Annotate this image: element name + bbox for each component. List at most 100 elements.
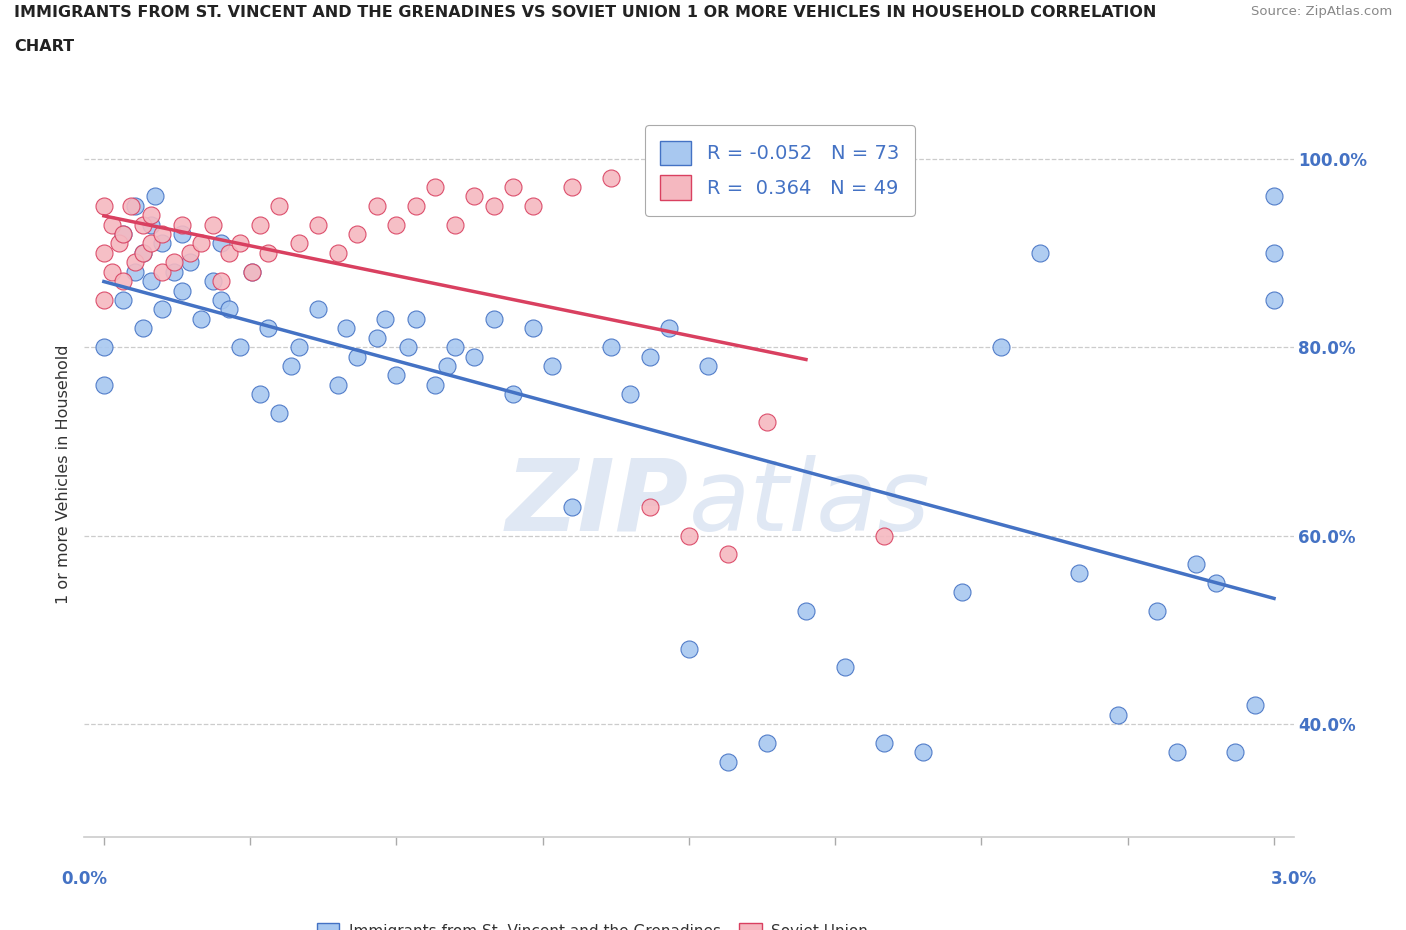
Point bbox=[100, 264, 122, 279]
Point bbox=[150, 302, 173, 317]
Point bbox=[425, 179, 447, 194]
Point bbox=[229, 339, 252, 354]
Point bbox=[755, 736, 778, 751]
Point bbox=[132, 218, 155, 232]
Point bbox=[396, 339, 419, 354]
Point bbox=[209, 293, 232, 308]
Point bbox=[1067, 565, 1090, 580]
Y-axis label: 1 or more Vehicles in Household: 1 or more Vehicles in Household bbox=[56, 344, 72, 604]
Point bbox=[229, 236, 252, 251]
Point bbox=[502, 387, 524, 402]
Text: ZIP: ZIP bbox=[506, 455, 689, 551]
Point bbox=[794, 198, 817, 213]
Point bbox=[385, 218, 408, 232]
Point bbox=[170, 227, 193, 242]
Point bbox=[1185, 556, 1208, 571]
Point bbox=[170, 283, 193, 298]
Point bbox=[619, 387, 641, 402]
Point bbox=[150, 227, 173, 242]
Text: IMMIGRANTS FROM ST. VINCENT AND THE GRENADINES VS SOVIET UNION 1 OR MORE VEHICLE: IMMIGRANTS FROM ST. VINCENT AND THE GREN… bbox=[14, 5, 1156, 20]
Point bbox=[139, 273, 162, 288]
Point bbox=[139, 218, 162, 232]
Point bbox=[990, 339, 1012, 354]
Point bbox=[93, 339, 115, 354]
Point bbox=[346, 227, 368, 242]
Point bbox=[100, 218, 122, 232]
Point bbox=[755, 415, 778, 430]
Point bbox=[1243, 698, 1265, 712]
Point bbox=[1263, 189, 1285, 204]
Text: Source: ZipAtlas.com: Source: ZipAtlas.com bbox=[1251, 5, 1392, 18]
Point bbox=[288, 236, 311, 251]
Point bbox=[1146, 604, 1168, 618]
Point bbox=[163, 264, 186, 279]
Point bbox=[139, 236, 162, 251]
Point bbox=[93, 198, 115, 213]
Point bbox=[202, 273, 225, 288]
Point bbox=[209, 273, 232, 288]
Point bbox=[120, 198, 142, 213]
Point bbox=[269, 198, 291, 213]
Point bbox=[1205, 575, 1227, 590]
Point bbox=[326, 378, 349, 392]
Point bbox=[108, 236, 131, 251]
Point bbox=[240, 264, 263, 279]
Point bbox=[190, 312, 212, 326]
Point bbox=[256, 246, 278, 260]
Point bbox=[444, 218, 467, 232]
Point bbox=[502, 179, 524, 194]
Point bbox=[405, 198, 427, 213]
Point bbox=[139, 207, 162, 222]
Point bbox=[561, 179, 583, 194]
Point bbox=[163, 255, 186, 270]
Point bbox=[541, 359, 564, 374]
Point bbox=[717, 547, 740, 562]
Text: 3.0%: 3.0% bbox=[1271, 870, 1316, 887]
Point bbox=[132, 246, 155, 260]
Point bbox=[463, 189, 485, 204]
Point bbox=[482, 312, 505, 326]
Point bbox=[209, 236, 232, 251]
Point bbox=[638, 349, 661, 364]
Point bbox=[678, 528, 700, 543]
Point bbox=[346, 349, 368, 364]
Point bbox=[911, 745, 934, 760]
Point bbox=[1107, 707, 1129, 722]
Text: CHART: CHART bbox=[14, 39, 75, 54]
Point bbox=[150, 264, 173, 279]
Point bbox=[280, 359, 302, 374]
Point bbox=[522, 198, 544, 213]
Point bbox=[132, 321, 155, 336]
Point bbox=[482, 198, 505, 213]
Point bbox=[307, 218, 329, 232]
Point bbox=[374, 312, 396, 326]
Point bbox=[202, 218, 225, 232]
Point bbox=[112, 227, 135, 242]
Point bbox=[436, 359, 458, 374]
Point bbox=[405, 312, 427, 326]
Point bbox=[873, 736, 896, 751]
Point bbox=[561, 499, 583, 514]
Point bbox=[150, 236, 173, 251]
Point bbox=[366, 198, 388, 213]
Point bbox=[112, 293, 135, 308]
Point bbox=[658, 321, 681, 336]
Text: atlas: atlas bbox=[689, 455, 931, 551]
Point bbox=[794, 604, 817, 618]
Point bbox=[249, 387, 271, 402]
Point bbox=[132, 246, 155, 260]
Point bbox=[638, 499, 661, 514]
Point bbox=[1029, 246, 1052, 260]
Point bbox=[463, 349, 485, 364]
Point bbox=[124, 255, 146, 270]
Point bbox=[288, 339, 311, 354]
Point bbox=[717, 754, 740, 769]
Point bbox=[170, 218, 193, 232]
Point bbox=[697, 359, 720, 374]
Point bbox=[124, 264, 146, 279]
Point bbox=[218, 302, 240, 317]
Point bbox=[179, 246, 201, 260]
Point bbox=[93, 378, 115, 392]
Point bbox=[93, 246, 115, 260]
Point bbox=[335, 321, 357, 336]
